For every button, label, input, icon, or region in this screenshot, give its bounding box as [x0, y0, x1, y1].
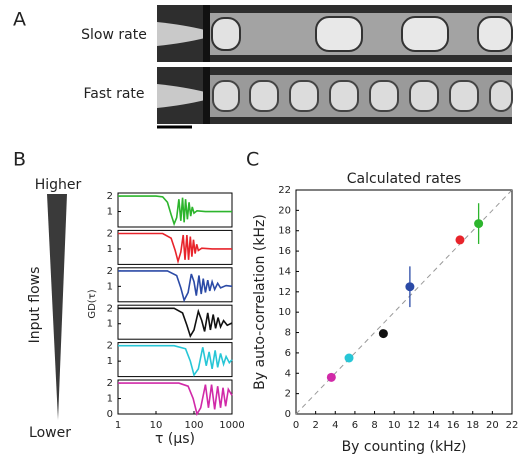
x-tick-label: 1	[115, 420, 121, 431]
panel-label: B	[13, 149, 26, 171]
y-tick-label: 2	[107, 378, 113, 389]
y-axis-label: By auto-correlation (kHz)	[252, 214, 268, 390]
chart-title: Calculated rates	[347, 171, 461, 187]
point	[405, 282, 415, 292]
y-tick-label: 4	[285, 368, 291, 379]
y-tick-label: 1	[107, 281, 113, 292]
curve	[118, 382, 233, 417]
x-tick-label: 8	[371, 420, 377, 431]
y-tick-label: 14	[278, 266, 291, 277]
identity-line	[295, 189, 513, 415]
x-tick-label: 16	[447, 420, 460, 431]
flow-axis-label: Input flows	[27, 267, 43, 344]
axes-frame	[117, 192, 233, 228]
y-tick-label: 2	[285, 389, 291, 400]
axes-frame	[117, 379, 233, 415]
x-tick-label: 22	[506, 420, 519, 431]
x-tick-label: 6	[352, 420, 358, 431]
y-tick-label: 2	[107, 303, 113, 314]
point	[344, 353, 354, 363]
flow-low-label: Lower	[29, 425, 71, 441]
curve	[118, 195, 232, 227]
x-tick-label: 20	[486, 420, 499, 431]
x-tick-label: 14	[427, 420, 440, 431]
x-tick-label: 0	[293, 420, 299, 431]
y-tick-label: 1	[107, 207, 113, 218]
y-tick-label: 0	[285, 409, 291, 420]
axes-frame	[117, 342, 233, 378]
y-axis-label: GD(τ)	[87, 289, 98, 318]
y-tick-label: 1	[107, 356, 113, 367]
y-tick-label: 2	[107, 228, 113, 239]
y-tick-label: 0	[107, 409, 113, 420]
y-tick-label: 1	[107, 319, 113, 330]
axes-frame	[117, 267, 233, 303]
x-axis-label: By counting (kHz)	[342, 439, 467, 455]
row-label: Fast rate	[83, 86, 144, 102]
micrograph-slow	[157, 5, 513, 62]
point	[474, 219, 484, 229]
point	[378, 329, 388, 339]
flow-wedge	[47, 194, 67, 420]
y-tick-label: 22	[278, 185, 291, 196]
y-tick-label: 18	[278, 226, 291, 237]
x-tick-label: 100	[184, 420, 203, 431]
curve	[118, 307, 233, 339]
x-tick-label: 4	[332, 420, 338, 431]
micrograph-fast	[157, 67, 513, 124]
y-tick-label: 2	[107, 191, 113, 202]
y-tick-label: 2	[107, 341, 113, 352]
panel-label: A	[13, 9, 26, 31]
y-tick-label: 12	[278, 287, 291, 298]
x-tick-label: 12	[407, 420, 420, 431]
y-tick-label: 16	[278, 246, 291, 257]
panel-label: C	[246, 149, 259, 171]
axes-frame	[295, 189, 513, 415]
x-axis-label: τ (μs)	[155, 431, 195, 447]
curve	[118, 270, 233, 303]
axes-frame	[117, 304, 233, 340]
y-tick-label: 1	[107, 244, 113, 255]
point	[326, 372, 336, 382]
y-tick-label: 10	[278, 307, 291, 318]
x-tick-label: 10	[388, 420, 401, 431]
axes-frame	[117, 229, 233, 265]
x-tick-label: 1000	[219, 420, 244, 431]
flow-high-label: Higher	[35, 177, 82, 193]
curve	[118, 344, 233, 377]
y-tick-label: 8	[285, 328, 291, 339]
y-tick-label: 1	[107, 394, 113, 405]
x-tick-label: 18	[466, 420, 479, 431]
x-tick-label: 10	[150, 420, 163, 431]
y-tick-label: 6	[285, 348, 291, 359]
row-label: Slow rate	[81, 27, 147, 43]
y-tick-label: 20	[278, 205, 291, 216]
x-tick-label: 2	[312, 420, 318, 431]
point	[455, 235, 465, 245]
y-tick-label: 2	[107, 266, 113, 277]
curve	[118, 232, 232, 265]
